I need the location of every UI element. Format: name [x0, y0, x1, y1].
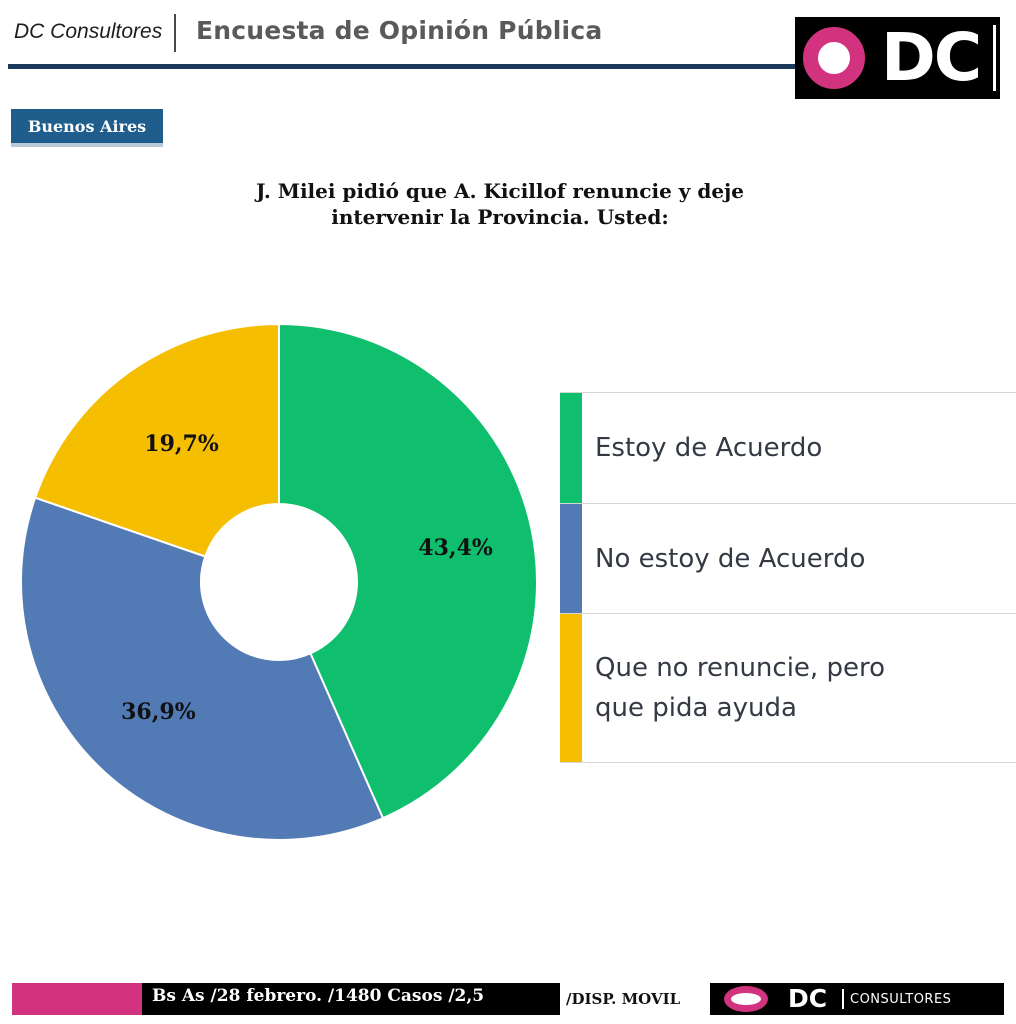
slice-label-no-acuerdo: 36,9% — [121, 699, 196, 725]
footer-method: /DISP. MOVIL — [566, 990, 681, 1008]
legend-item-ayuda: Que no renuncie, pero que pida ayuda — [560, 613, 1016, 763]
legend-item-no-acuerdo: No estoy de Acuerdo — [560, 503, 1016, 613]
footer-bar: Bs As /28 febrero. /1480 Casos /2,5 /DIS… — [12, 983, 1004, 1015]
chart-title-line-2: intervenir la Provincia. Usted: — [331, 205, 669, 229]
footer-logo-bar — [842, 989, 844, 1009]
legend-swatch-yellow — [560, 614, 582, 762]
logo-ring-icon — [803, 27, 865, 89]
header-rule — [8, 64, 798, 69]
slice-ayuda — [33, 322, 280, 558]
chart-title-line-1: J. Milei pidió que A. Kicillof renuncie … — [255, 179, 745, 203]
donut-chart: 43,4% 36,9% 19,7% — [20, 322, 538, 841]
chart-legend: Estoy de Acuerdo No estoy de Acuerdo Que… — [560, 392, 1016, 763]
legend-label: Estoy de Acuerdo — [595, 433, 823, 463]
footer-consultores: CONSULTORES — [850, 992, 952, 1007]
footer-logo-ring-icon — [724, 986, 768, 1012]
logo-bar — [993, 25, 996, 91]
slice-label-acuerdo: 43,4% — [418, 535, 493, 561]
slice-label-ayuda: 19,7% — [144, 431, 219, 457]
footer-logo-text: DC — [788, 984, 828, 1013]
odc-logo: DC — [795, 17, 1000, 99]
legend-label: No estoy de Acuerdo — [595, 543, 866, 574]
header-separator — [174, 14, 176, 52]
footer-accent — [12, 983, 142, 1015]
slice-acuerdo — [278, 322, 538, 820]
logo-text: DC — [881, 19, 982, 96]
brand-name: DC Consultores — [14, 20, 163, 43]
footer-survey-info: Bs As /28 febrero. /1480 Casos /2,5 — [152, 986, 485, 1006]
legend-swatch-blue — [560, 504, 582, 613]
page-title: Encuesta de Opinión Pública — [196, 16, 603, 45]
chart-title: J. Milei pidió que A. Kicillof renuncie … — [150, 178, 850, 230]
footer-method-box — [560, 983, 710, 1015]
legend-label: Que no renuncie, pero que pida ayuda — [595, 653, 885, 723]
legend-item-acuerdo: Estoy de Acuerdo — [560, 392, 1016, 503]
legend-swatch-green — [560, 393, 582, 503]
region-badge: Buenos Aires — [11, 109, 163, 147]
slice-no-acuerdo — [20, 496, 385, 841]
